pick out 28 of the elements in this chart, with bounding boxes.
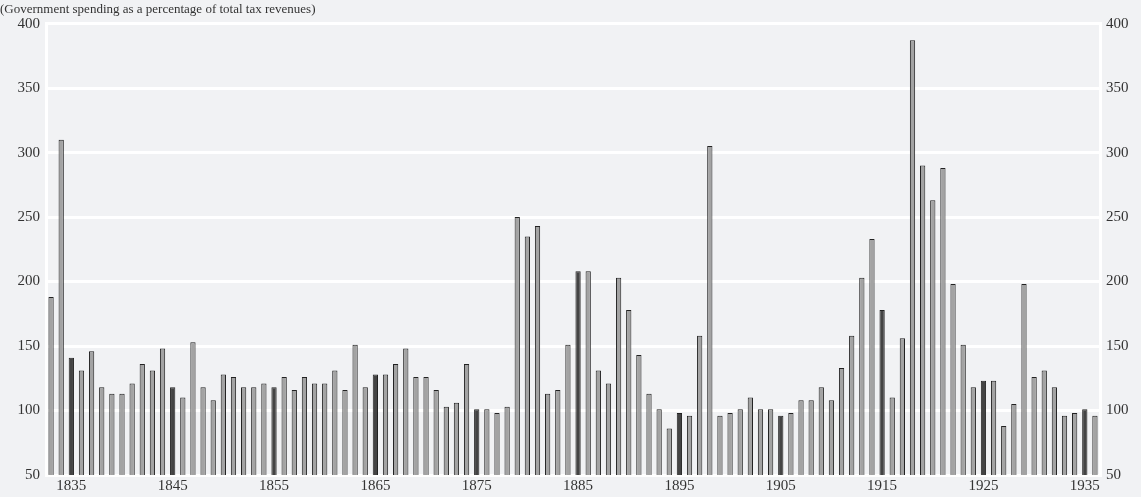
y-tick-label: 50 — [25, 465, 40, 482]
x-tick-label: 1905 — [765, 476, 796, 493]
y2-tick-label: 250 — [1106, 207, 1129, 224]
y2-tick-label: 100 — [1106, 401, 1129, 418]
x-tick-label: 1885 — [563, 476, 594, 493]
y2-tick-label: 350 — [1106, 79, 1129, 96]
y-tick-label: 400 — [17, 14, 40, 31]
y-tick-label: 200 — [17, 272, 40, 289]
x-tick-label: 1925 — [968, 476, 999, 493]
x-tick-label: 1875 — [461, 476, 492, 493]
x-tick-label: 1865 — [360, 476, 391, 493]
y-tick-label: 100 — [17, 401, 40, 418]
y2-tick-label: 400 — [1106, 14, 1129, 31]
y-tick-label: 150 — [17, 336, 40, 353]
y-tick-label: 250 — [17, 207, 40, 224]
y2-tick-label: 150 — [1106, 336, 1129, 353]
x-tick-label: 1915 — [867, 476, 898, 493]
y2-tick-label: 200 — [1106, 272, 1129, 289]
x-tick-label: 1895 — [664, 476, 695, 493]
y2-tick-label: 300 — [1106, 143, 1129, 160]
x-tick-label: 1835 — [56, 476, 87, 493]
y-tick-label: 300 — [17, 143, 40, 160]
chart-subtitle: (Government spending as a percentage of total tax revenues) — [0, 1, 316, 17]
x-tick-label: 1935 — [1069, 476, 1100, 493]
y2-tick-label: 50 — [1106, 465, 1121, 482]
x-tick-label: 1845 — [157, 476, 188, 493]
y-tick-label: 350 — [17, 79, 40, 96]
x-tick-label: 1855 — [259, 476, 290, 493]
